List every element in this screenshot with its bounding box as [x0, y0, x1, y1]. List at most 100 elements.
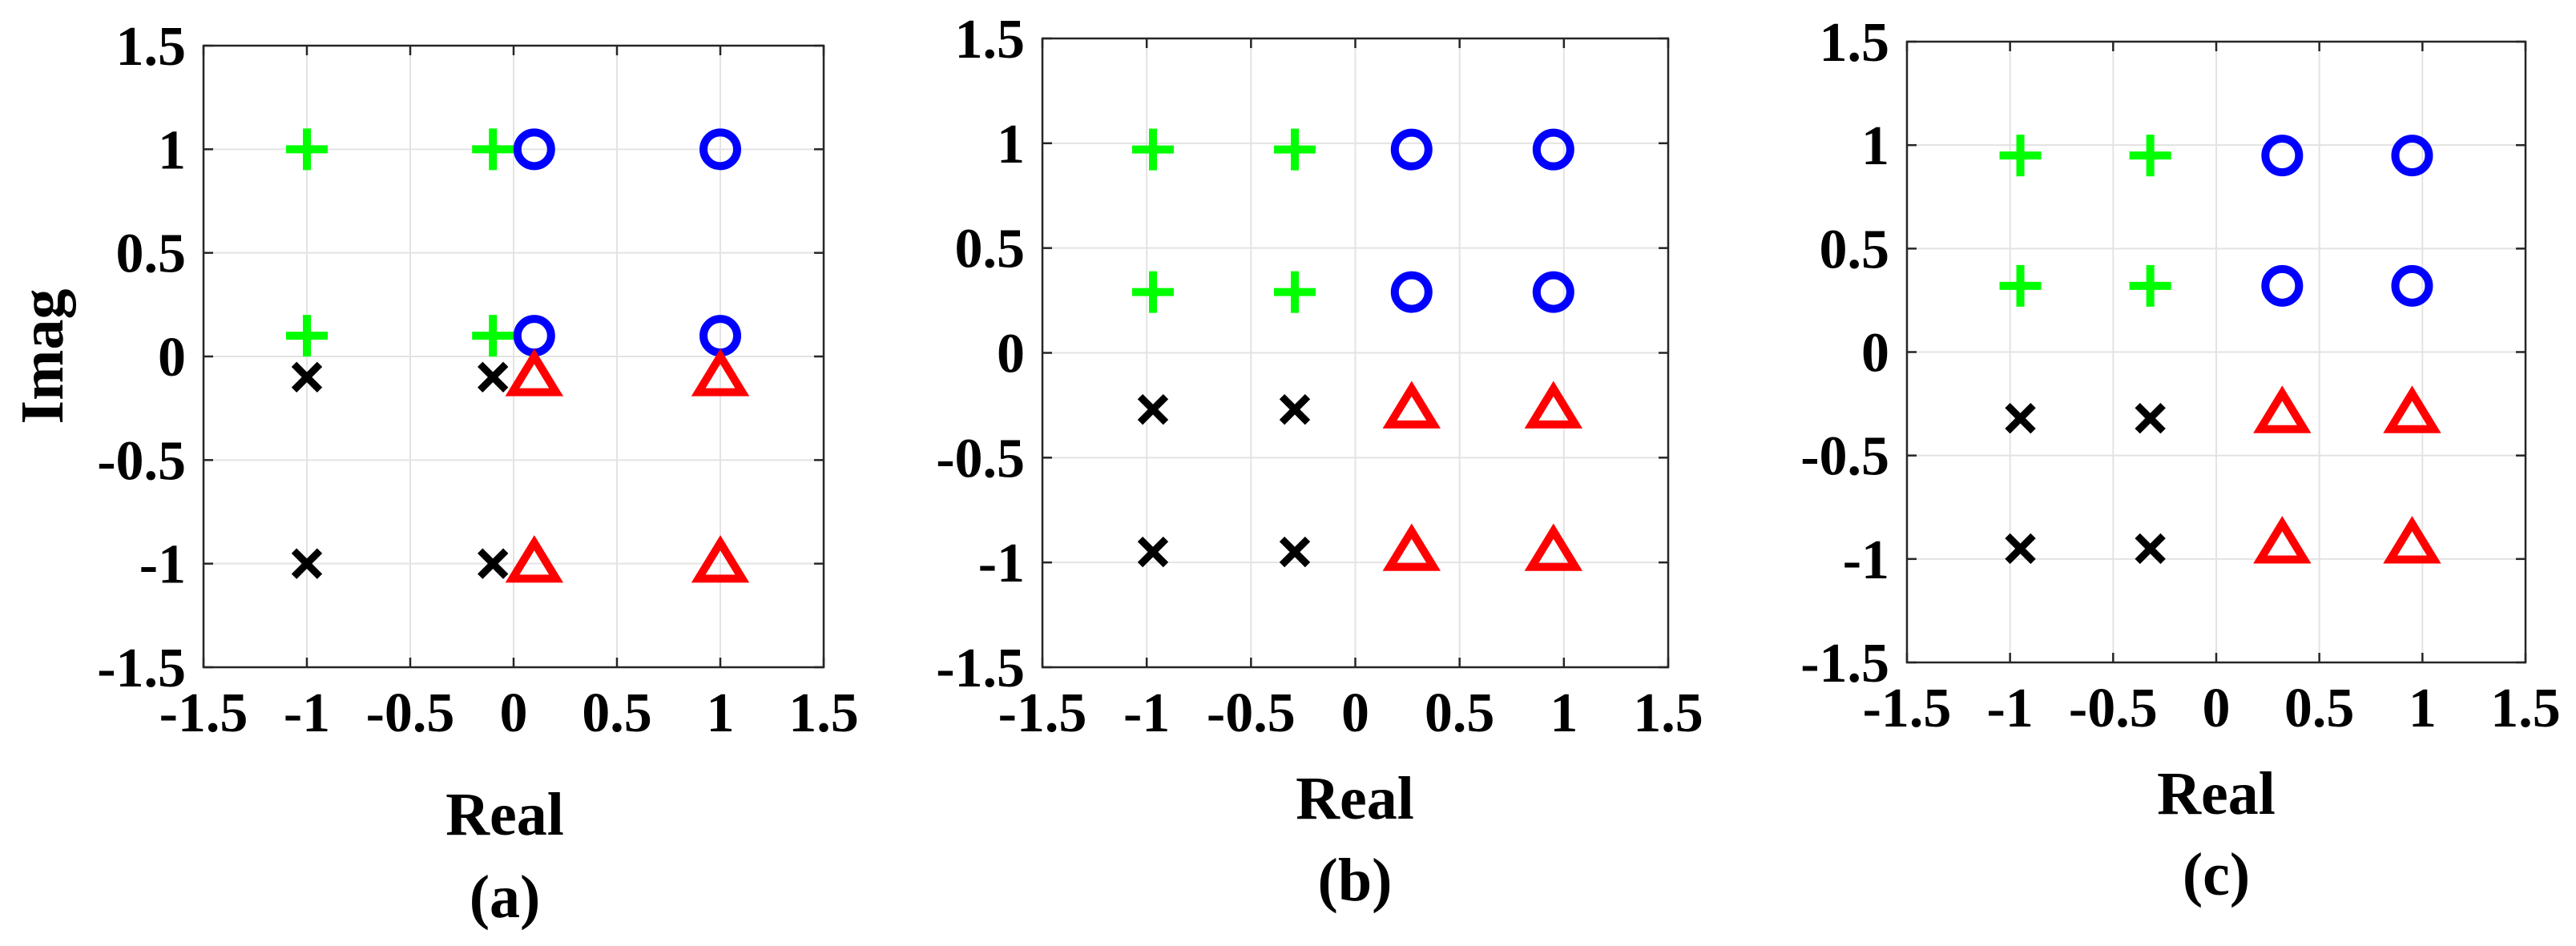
- circle-marker: [513, 128, 555, 171]
- triangle-marker: [691, 348, 750, 397]
- cross-marker: [2135, 402, 2166, 434]
- plus-marker: [472, 128, 514, 171]
- subplot-caption: (a): [470, 863, 541, 931]
- y-tick-label: -1.5: [936, 638, 1025, 699]
- triangle-marker: [1524, 380, 1583, 429]
- plus-marker: [1131, 128, 1174, 171]
- y-tick-label: 1: [997, 114, 1025, 175]
- plot-area: -1.5 -1 -0.5 0 0.5 1 1.5 -1.5 -1 -0.5 0 0.5 1 1.5: [1800, 12, 2561, 739]
- plus-marker: [286, 128, 328, 171]
- cross-marker: [291, 361, 323, 393]
- triangle-marker: [1382, 380, 1441, 429]
- y-tick-label: 0: [158, 327, 186, 388]
- x-tick-label: 0: [2203, 678, 2231, 739]
- y-tick-label: -1.5: [1800, 633, 1889, 694]
- subplot-caption: (b): [1318, 847, 1393, 914]
- x-tick-label: -1: [1123, 682, 1170, 744]
- y-tick-label: 1.5: [955, 9, 1026, 70]
- triangle-marker: [691, 535, 750, 583]
- x-tick-label: 1: [1550, 682, 1578, 744]
- circle-marker: [1390, 128, 1433, 171]
- subplot-c: -1.5 -1 -0.5 0 0.5 1 1.5 -1.5 -1 -0.5 0 0.5 1 1.5 Rea…: [1800, 12, 2561, 908]
- triangle-marker: [1524, 523, 1583, 571]
- plus-marker: [1999, 264, 2042, 307]
- x-tick-label: -1.5: [159, 682, 248, 744]
- x-axis-label: Real: [1296, 765, 1414, 832]
- triangle-marker: [2383, 385, 2441, 433]
- cross-marker: [1137, 393, 1169, 425]
- y-tick-label: 0.5: [116, 223, 187, 285]
- y-tick-label: 0: [997, 324, 1025, 385]
- circle-marker: [2261, 264, 2304, 307]
- y-tick-label: -1: [978, 533, 1025, 594]
- x-tick-label: -1: [284, 682, 330, 744]
- circle-marker: [1532, 271, 1574, 313]
- plus-marker: [1274, 128, 1316, 171]
- x-axis-label: Real: [2157, 760, 2276, 827]
- y-tick-label: -0.5: [1800, 426, 1889, 488]
- subplot-caption: (c): [2183, 841, 2250, 908]
- y-tick-label: 1.5: [1820, 12, 1890, 74]
- plus-marker: [1131, 271, 1174, 313]
- y-tick-label: 1: [1861, 115, 1889, 177]
- x-tick-label: 0.5: [582, 682, 652, 744]
- x-tick-label: 0.5: [2284, 678, 2355, 739]
- plus-marker: [2129, 135, 2171, 177]
- x-tick-label: -0.5: [366, 682, 455, 744]
- y-tick-label: 0.5: [1820, 219, 1890, 280]
- cross-marker: [2135, 533, 2166, 565]
- circle-marker: [699, 128, 741, 171]
- x-tick-label: 1: [707, 682, 735, 744]
- plus-marker: [472, 315, 514, 357]
- y-tick-label: -1: [139, 534, 186, 596]
- triangle-marker: [1382, 523, 1441, 571]
- x-tick-label: -0.5: [1207, 682, 1296, 744]
- y-tick-label: 1: [158, 119, 186, 181]
- cross-marker: [2005, 533, 2036, 565]
- triangle-marker: [505, 348, 564, 397]
- circle-marker: [1390, 271, 1433, 313]
- cross-marker: [291, 548, 323, 579]
- x-tick-label: 1: [2409, 678, 2437, 739]
- x-tick-label: -1.5: [1863, 678, 1952, 739]
- x-axis-label: Real: [445, 781, 564, 848]
- triangle-marker: [2253, 516, 2312, 564]
- y-tick-label: -0.5: [936, 428, 1025, 489]
- circle-marker: [1532, 128, 1574, 171]
- cross-marker: [478, 361, 509, 393]
- cross-marker: [1279, 393, 1311, 425]
- y-tick-label: -1.5: [97, 638, 186, 699]
- plot-area: -1.5 -1 -0.5 0 0.5 1 1.5 -1.5 -1 -0.5 0 0.5 1 1.5: [936, 9, 1703, 744]
- x-tick-label: 0.5: [1425, 682, 1495, 744]
- y-tick-label: 1.5: [116, 16, 187, 78]
- plus-marker: [1999, 135, 2042, 177]
- subplot-b: -1.5 -1 -0.5 0 0.5 1 1.5 -1.5 -1 -0.5 0 0.5 1 1.5 Rea…: [936, 9, 1703, 914]
- y-axis-label: Imag: [9, 289, 76, 425]
- circle-marker: [2261, 135, 2304, 177]
- x-tick-label: 1.5: [788, 682, 859, 744]
- triangle-marker: [505, 535, 564, 583]
- cross-marker: [478, 548, 509, 579]
- x-tick-label: 1.5: [2490, 678, 2561, 739]
- plot-area: -1.5 -1 -0.5 0 0.5 1 1.5 -1.5 -1 -0.5 0 0.5 1 1.5: [97, 16, 859, 744]
- y-tick-label: 0: [1861, 323, 1889, 384]
- y-tick-label: -1: [1843, 529, 1889, 591]
- x-tick-label: -1.5: [998, 682, 1087, 744]
- x-tick-label: 0: [500, 682, 528, 744]
- x-tick-label: 0: [1341, 682, 1369, 744]
- plus-marker: [286, 315, 328, 357]
- subplot-a: -1.5 -1 -0.5 0 0.5 1 1.5 -1.5 -1 -0.5 0 0.5 1 1.5 Rea…: [9, 16, 859, 931]
- triangle-marker: [2383, 516, 2441, 564]
- cross-marker: [1137, 536, 1169, 568]
- x-tick-label: -0.5: [2069, 678, 2158, 739]
- y-tick-label: -0.5: [97, 430, 186, 492]
- cross-marker: [2005, 402, 2036, 434]
- x-tick-label: 1.5: [1633, 682, 1703, 744]
- x-tick-label: -1: [1987, 678, 2034, 739]
- circle-marker: [2391, 264, 2433, 307]
- cross-marker: [1279, 536, 1311, 568]
- plus-marker: [1274, 271, 1316, 313]
- circle-marker: [2391, 135, 2433, 177]
- y-tick-label: 0.5: [955, 219, 1026, 280]
